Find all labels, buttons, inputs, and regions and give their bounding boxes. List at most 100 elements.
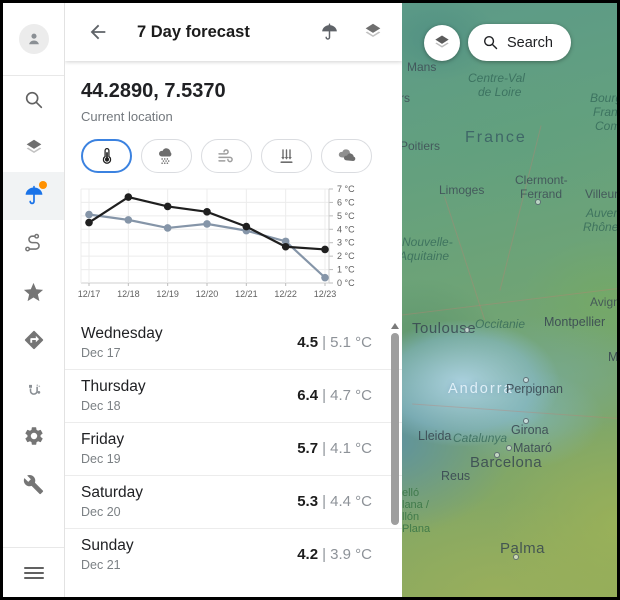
sidebar bbox=[3, 3, 65, 597]
day-name: Sunday bbox=[81, 537, 134, 554]
svg-text:12/21: 12/21 bbox=[235, 289, 258, 299]
map-label: Reus bbox=[441, 469, 471, 483]
map-layers-button[interactable] bbox=[424, 25, 460, 61]
forecast-row[interactable]: Wednesday Dec 17 4.5 | 5.1 °C bbox=[65, 317, 402, 369]
map-city-marker bbox=[506, 445, 512, 451]
hamburger-icon bbox=[23, 564, 44, 582]
map-label: Poitiers bbox=[402, 139, 441, 153]
svg-text:12/23: 12/23 bbox=[314, 289, 337, 299]
toggle-precipitation[interactable] bbox=[141, 139, 192, 173]
thermometer-icon bbox=[102, 148, 111, 164]
sidebar-item-favorites[interactable] bbox=[3, 268, 64, 316]
forecast-row[interactable]: Saturday Dec 20 5.3 | 4.4 °C bbox=[65, 475, 402, 528]
sidebar-item-distance-planning[interactable] bbox=[3, 220, 64, 268]
map-city-marker bbox=[464, 327, 470, 333]
gear-icon bbox=[24, 427, 43, 445]
forecast-list: Wednesday Dec 17 4.5 | 5.1 °C Thursday De… bbox=[65, 317, 402, 597]
avatar bbox=[18, 24, 49, 54]
map-label: Rhône-Alpes bbox=[583, 220, 617, 234]
notification-dot bbox=[39, 181, 47, 189]
forecast-row[interactable]: Sunday Dec 21 4.2 | 3.9 °C bbox=[65, 528, 402, 581]
toggle-rain-accumulation[interactable] bbox=[261, 139, 312, 173]
map-border-line bbox=[443, 196, 486, 320]
person-icon bbox=[28, 33, 39, 45]
layers-icon bbox=[365, 23, 381, 38]
layers-mode-button[interactable] bbox=[360, 19, 386, 45]
search-icon bbox=[25, 91, 42, 109]
search-label: Search bbox=[507, 34, 553, 51]
map-border-line bbox=[499, 125, 542, 291]
search-icon bbox=[483, 35, 498, 50]
svg-text:12/19: 12/19 bbox=[156, 289, 179, 299]
forecast-type-toggles bbox=[65, 124, 402, 175]
map-label: Lleida bbox=[418, 429, 452, 443]
sidebar-item-account[interactable] bbox=[3, 3, 64, 76]
sidebar-item-rain-forecast[interactable] bbox=[3, 172, 64, 220]
map-label: Occitanie bbox=[475, 317, 526, 331]
sidebar-item-menu[interactable] bbox=[3, 547, 64, 597]
back-arrow-icon bbox=[90, 24, 106, 40]
map-label: Nouvelle- bbox=[402, 235, 453, 249]
map-label: Avignon bbox=[590, 295, 617, 309]
svg-text:12/20: 12/20 bbox=[196, 289, 219, 299]
temp-low: | 4.1 °C bbox=[322, 440, 372, 457]
map-label: M bbox=[608, 350, 617, 364]
map-label: Aquitaine bbox=[402, 249, 450, 263]
sidebar-item-search[interactable] bbox=[3, 76, 64, 124]
stations-icon bbox=[28, 384, 40, 395]
sidebar-item-stations[interactable] bbox=[3, 364, 64, 412]
location-block: 44.2890, 7.5370 Current location bbox=[65, 61, 402, 124]
toggle-clouds[interactable] bbox=[321, 139, 372, 173]
umbrella-icon bbox=[322, 22, 337, 40]
map-search-button[interactable]: Search bbox=[468, 24, 571, 61]
temp-low: | 4.7 °C bbox=[322, 387, 372, 404]
temperature-chart: 0 °C 1 °C 2 °C 3 °C 4 °C 5 °C 6 °C 7 °C 12/17 12/… bbox=[65, 175, 402, 313]
forecast-row[interactable]: Thursday Dec 18 6.4 | 4.7 °C bbox=[65, 369, 402, 422]
map-label: Girona bbox=[511, 423, 549, 437]
clouds-icon bbox=[338, 149, 355, 161]
temp-high: 6.4 bbox=[297, 387, 319, 404]
sidebar-item-directions[interactable] bbox=[3, 316, 64, 364]
page-title: 7 Day forecast bbox=[137, 22, 250, 41]
layers-icon bbox=[26, 139, 41, 154]
map-label: Villeurbanne bbox=[585, 187, 617, 201]
map-city-marker bbox=[523, 418, 529, 424]
map-border-line bbox=[412, 403, 617, 420]
sidebar-item-tools[interactable] bbox=[3, 460, 64, 508]
back-button[interactable] bbox=[85, 19, 111, 45]
map-label: Plana bbox=[402, 523, 431, 535]
temp-high: 5.7 bbox=[297, 440, 319, 457]
day-name: Wednesday bbox=[81, 325, 163, 342]
location-subtitle: Current location bbox=[81, 109, 173, 124]
map-label: Catalunya bbox=[453, 431, 508, 445]
umbrella-mode-button[interactable] bbox=[317, 20, 342, 45]
map-label: Toulouse bbox=[412, 320, 477, 337]
list-scrollbar[interactable] bbox=[388, 321, 402, 571]
svg-text:4 °C: 4 °C bbox=[337, 224, 355, 234]
day-date: Dec 20 bbox=[81, 505, 121, 519]
wind-icon bbox=[218, 148, 233, 162]
forecast-row[interactable]: Friday Dec 19 5.7 | 4.1 °C bbox=[65, 422, 402, 475]
svg-text:2 °C: 2 °C bbox=[337, 251, 355, 261]
wrench-icon bbox=[23, 474, 44, 494]
svg-text:12/18: 12/18 bbox=[117, 289, 140, 299]
svg-text:5 °C: 5 °C bbox=[337, 211, 355, 221]
toggle-wind[interactable] bbox=[201, 139, 252, 173]
scroll-up-arrow-icon[interactable] bbox=[391, 323, 399, 329]
scrollbar-thumb[interactable] bbox=[391, 333, 399, 525]
rain-accumulation-icon bbox=[280, 148, 293, 163]
map-label: Mans bbox=[407, 60, 437, 74]
day-date: Dec 18 bbox=[81, 399, 121, 413]
temp-low: | 4.4 °C bbox=[322, 493, 372, 510]
toggle-temperature[interactable] bbox=[81, 139, 132, 173]
temp-low: | 3.9 °C bbox=[322, 546, 372, 563]
map-border-line bbox=[402, 286, 617, 317]
map-city-marker bbox=[535, 199, 541, 205]
sidebar-item-layers[interactable] bbox=[3, 124, 64, 172]
map-label: Franche- bbox=[593, 105, 617, 119]
map-label: Clermont- bbox=[515, 173, 568, 187]
sidebar-item-settings[interactable] bbox=[3, 412, 64, 460]
map-label: Mataró bbox=[513, 441, 552, 455]
day-date: Dec 19 bbox=[81, 452, 121, 466]
